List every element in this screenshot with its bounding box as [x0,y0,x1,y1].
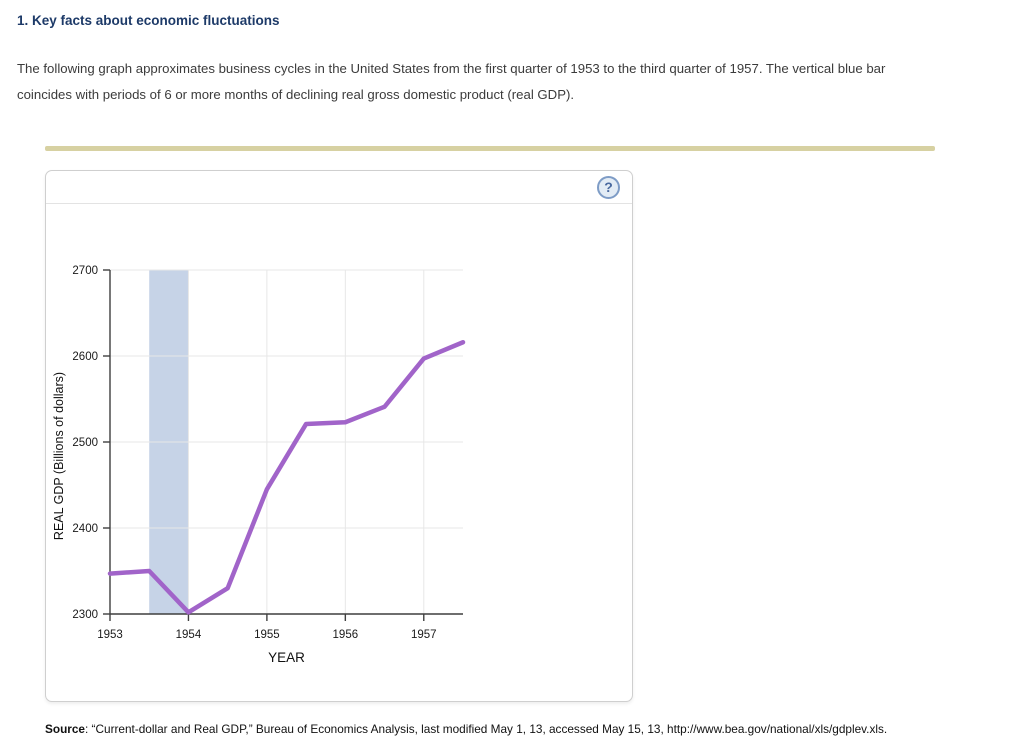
chart-canvas: 2300 2400 2500 2600 2700 1953 1954 1955 1956 1957… [52,265,466,665]
y-tick-label: 2600 [72,351,98,363]
y-axis-title: REAL GDP (Billions of dollars) [52,372,66,540]
y-tick-label: 2700 [72,265,98,277]
y-tick-label: 2300 [72,609,98,621]
y-tick-label: 2500 [72,437,98,449]
gdp-chart: 2300 2400 2500 2600 2700 1953 1954 1955 1956 1957… [46,204,632,701]
x-tick-label: 1956 [333,629,359,641]
graph-panel-header: ? [46,171,632,204]
intro-paragraph: The following graph approximates busines… [17,56,1019,108]
x-tick-label: 1954 [176,629,202,641]
y-tick-label: 2400 [72,523,98,535]
source-label: Source [45,722,85,736]
help-icon[interactable]: ? [597,176,620,199]
paragraph-line: The following graph approximates busines… [17,61,886,76]
source-citation: Source: “Current-dollar and Real GDP,” B… [45,722,887,736]
source-text: : “Current-dollar and Real GDP,” Bureau … [85,722,888,736]
x-tick-label: 1953 [97,629,123,641]
graph-panel: ? 2300 2400 2500 2600 2700 1953 1954 1955 1956 19… [45,170,633,702]
section-divider [45,146,935,151]
gdp-line [107,339,466,615]
paragraph-line: coincides with periods of 6 or more mont… [17,87,575,102]
x-tick-label: 1957 [411,629,437,641]
page-title: 1. Key facts about economic fluctuations [17,13,280,28]
x-axis-title: YEAR [268,650,305,665]
x-tick-label: 1955 [254,629,280,641]
